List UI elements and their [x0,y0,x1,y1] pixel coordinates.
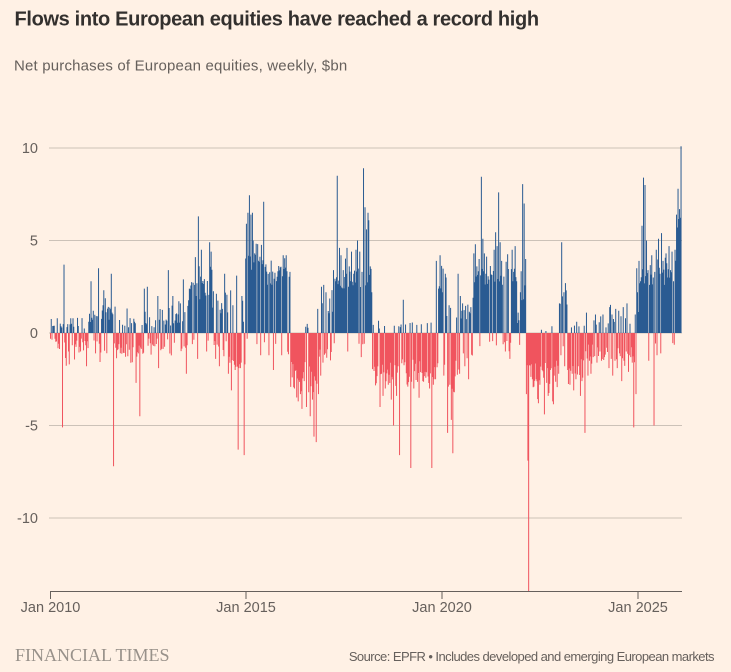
svg-text:Jan 2020: Jan 2020 [412,600,472,616]
svg-text:Flows into European equities h: Flows into European equities have reache… [15,9,539,31]
svg-text:Jan 2010: Jan 2010 [21,600,81,616]
svg-text:-10: -10 [17,511,38,527]
svg-text:FINANCIAL TIMES: FINANCIAL TIMES [15,645,170,665]
svg-text:5: 5 [30,234,38,250]
svg-text:10: 10 [22,141,38,157]
svg-text:Jan 2025: Jan 2025 [608,600,668,616]
svg-text:Jan 2015: Jan 2015 [216,600,276,616]
svg-text:0: 0 [30,326,38,342]
svg-text:-5: -5 [25,419,38,435]
svg-text:Source: EPFR • Includes develo: Source: EPFR • Includes developed and em… [349,649,715,664]
svg-text:Net purchases of European equi: Net purchases of European equities, week… [14,58,347,75]
